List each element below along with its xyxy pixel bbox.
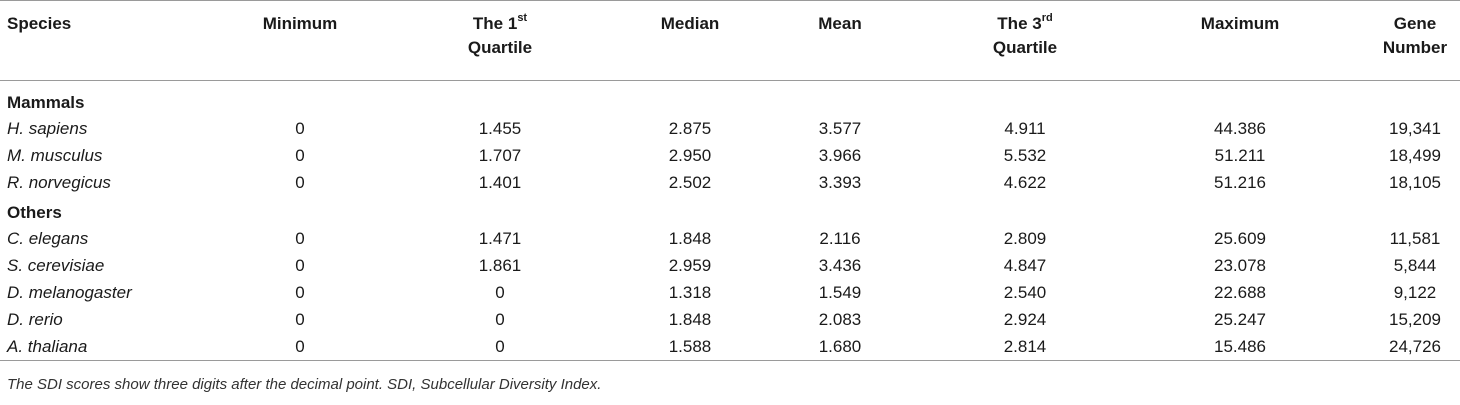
cell-genes: 18,105: [1389, 173, 1441, 192]
table-bottom-rule: [0, 360, 1460, 361]
group-row-mammals: Mammals: [0, 90, 1460, 116]
cell-median: 1.588: [668, 337, 712, 356]
cell-q1: 1.455: [478, 119, 522, 138]
table-row: S. cerevisiae 0 1.861 2.959 3.436 4.847 23.078…: [0, 253, 1460, 279]
cell-mean: 3.577: [818, 119, 862, 138]
header-mean: Mean: [818, 14, 862, 33]
cell-species: A. thaliana: [7, 337, 88, 356]
cell-species: M. musculus: [7, 146, 103, 165]
cell-mean: 3.966: [818, 146, 862, 165]
header-gene-number: Gene Number: [1370, 12, 1460, 60]
header-q1-sup: st: [517, 12, 528, 25]
cell-q1: 0: [495, 310, 505, 329]
cell-q3: 2.924: [1003, 310, 1047, 329]
cell-q3: 5.532: [1003, 146, 1047, 165]
cell-genes: 18,499: [1389, 146, 1441, 165]
cell-min: 0: [295, 283, 305, 302]
cell-q1: 0: [495, 283, 505, 302]
cell-median: 2.959: [668, 256, 712, 275]
table-row: C. elegans 0 1.471 1.848 2.116 2.809 25.609 11,…: [0, 226, 1460, 252]
cell-genes: 24,726: [1389, 337, 1441, 356]
cell-species: D. melanogaster: [7, 283, 132, 302]
header-q1: The 1st Quartile: [400, 12, 600, 60]
cell-q3: 4.847: [1003, 256, 1047, 275]
cell-min: 0: [295, 229, 305, 248]
cell-max: 51.211: [1214, 146, 1266, 165]
cell-species: S. cerevisiae: [7, 256, 105, 275]
cell-mean: 3.393: [818, 173, 862, 192]
table-row: A. thaliana 0 0 1.588 1.680 2.814 15.486 24,726: [0, 334, 1460, 360]
cell-min: 0: [295, 310, 305, 329]
header-rule: [0, 80, 1460, 81]
header-gene: Gene: [1393, 14, 1437, 33]
table-row: D. melanogaster 0 0 1.318 1.549 2.540 22.688 9,…: [0, 280, 1460, 306]
header-number: Number: [1382, 38, 1448, 57]
cell-q1: 1.707: [478, 146, 522, 165]
cell-q3: 2.809: [1003, 229, 1047, 248]
table-row: M. musculus 0 1.707 2.950 3.966 5.532 51.211 18…: [0, 143, 1460, 169]
cell-mean: 2.083: [818, 310, 862, 329]
header-species: Species: [7, 14, 72, 33]
cell-q3: 2.540: [1003, 283, 1047, 302]
cell-species: C. elegans: [7, 229, 89, 248]
header-q3-quartile: Quartile: [992, 38, 1058, 57]
cell-q1: 1.471: [478, 229, 522, 248]
header-q3-sup: rd: [1041, 12, 1053, 25]
cell-q3: 2.814: [1003, 337, 1047, 356]
table-row: D. rerio 0 0 1.848 2.083 2.924 25.247 15,209: [0, 307, 1460, 333]
header-minimum: Minimum: [262, 14, 338, 33]
cell-max: 25.247: [1214, 310, 1266, 329]
table-row: H. sapiens 0 1.455 2.875 3.577 4.911 44.386 19,…: [0, 116, 1460, 142]
cell-genes: 15,209: [1389, 310, 1441, 329]
cell-max: 15.486: [1214, 337, 1266, 356]
group-label-mammals: Mammals: [7, 93, 85, 112]
cell-median: 1.318: [668, 283, 712, 302]
cell-mean: 3.436: [818, 256, 862, 275]
cell-genes: 9,122: [1393, 283, 1437, 302]
cell-q1: 1.861: [478, 256, 522, 275]
cell-q3: 4.622: [1003, 173, 1047, 192]
cell-median: 2.875: [668, 119, 712, 138]
cell-species: D. rerio: [7, 310, 63, 329]
cell-q1: 1.401: [478, 173, 522, 192]
group-label-others: Others: [7, 203, 62, 222]
header-q1-quartile: Quartile: [467, 38, 533, 57]
cell-mean: 2.116: [819, 229, 861, 248]
cell-max: 25.609: [1214, 229, 1266, 248]
cell-mean: 1.680: [818, 337, 862, 356]
cell-max: 23.078: [1214, 256, 1266, 275]
cell-max: 51.216: [1214, 173, 1266, 192]
cell-median: 1.848: [668, 310, 712, 329]
table-row: R. norvegicus 0 1.401 2.502 3.393 4.622 51.216…: [0, 170, 1460, 196]
cell-species: R. norvegicus: [7, 173, 111, 192]
cell-min: 0: [295, 337, 305, 356]
header-maximum: Maximum: [1200, 14, 1280, 33]
cell-min: 0: [295, 256, 305, 275]
cell-genes: 5,844: [1393, 256, 1437, 275]
header-median: Median: [660, 14, 720, 33]
cell-median: 1.848: [668, 229, 712, 248]
table-footnote: The SDI scores show three digits after t…: [7, 376, 602, 393]
header-q1-prefix: The 1: [472, 14, 518, 33]
group-row-others: Others: [0, 200, 1460, 226]
cell-min: 0: [295, 146, 305, 165]
cell-max: 44.386: [1214, 119, 1266, 138]
cell-q1: 0: [495, 337, 505, 356]
cell-q3: 4.911: [1004, 119, 1046, 138]
cell-min: 0: [295, 173, 305, 192]
cell-median: 2.950: [668, 146, 712, 165]
header-q3: The 3rd Quartile: [925, 12, 1125, 60]
cell-min: 0: [295, 119, 305, 138]
cell-genes: 19,341: [1389, 119, 1441, 138]
cell-median: 2.502: [668, 173, 712, 192]
cell-max: 22.688: [1214, 283, 1266, 302]
header-q3-prefix: The 3: [997, 14, 1042, 33]
cell-species: H. sapiens: [7, 119, 88, 138]
table-top-rule: [0, 0, 1460, 1]
cell-genes: 11,581: [1389, 229, 1441, 248]
cell-mean: 1.549: [818, 283, 862, 302]
